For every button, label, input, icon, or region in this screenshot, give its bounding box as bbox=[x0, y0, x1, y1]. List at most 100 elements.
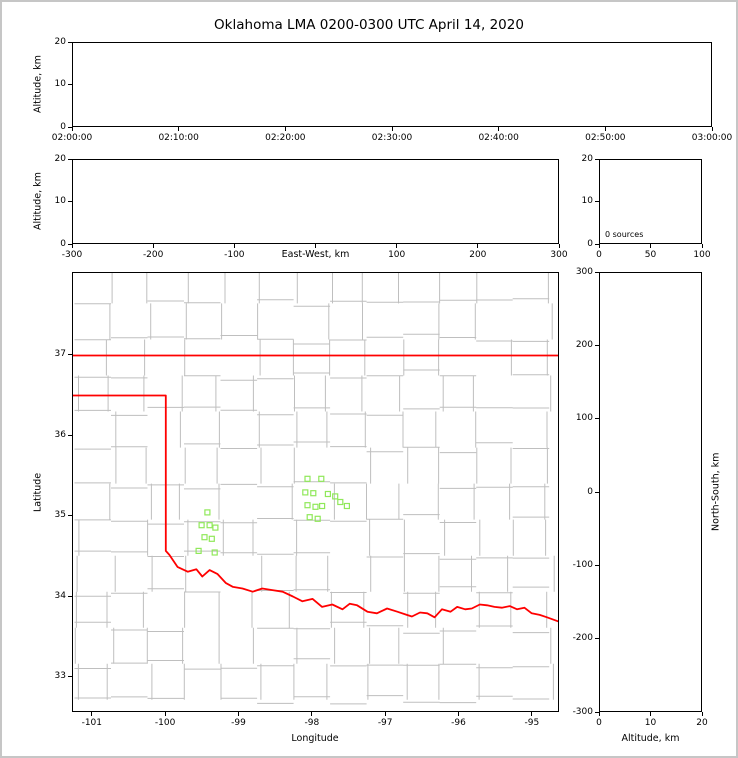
tick-mark bbox=[595, 638, 599, 640]
lma-station-marker bbox=[343, 502, 350, 510]
tick-label: -99 bbox=[231, 718, 246, 728]
lma-station-marker bbox=[201, 534, 208, 541]
figure-title: Oklahoma LMA 0200-0300 UTC April 14, 202… bbox=[214, 17, 524, 33]
tick-label: 300 bbox=[550, 250, 568, 260]
tick-label: -300 bbox=[572, 706, 593, 717]
tick-mark bbox=[650, 244, 651, 248]
plan-view-map-panel bbox=[72, 272, 559, 712]
tick-label: -300 bbox=[61, 250, 83, 260]
state-border-line bbox=[73, 394, 558, 623]
tick-label: 02:00:00 bbox=[51, 133, 93, 143]
tick-mark bbox=[68, 354, 72, 356]
tick-mark bbox=[68, 515, 72, 517]
tick-label: -101 bbox=[81, 718, 103, 728]
tick-label: 100 bbox=[388, 250, 406, 260]
lma-station-marker bbox=[195, 547, 202, 554]
tick-label: 20 bbox=[54, 153, 66, 164]
tick-mark bbox=[68, 41, 72, 43]
altitude-histogram-panel: 0 sources bbox=[599, 159, 702, 244]
north-south-ylabel: North-South, km bbox=[710, 452, 722, 532]
tick-label: -200 bbox=[142, 250, 164, 260]
tick-label: 03:00:00 bbox=[691, 133, 733, 143]
tick-mark bbox=[68, 595, 72, 597]
tick-label: 34 bbox=[54, 590, 66, 601]
lma-station-marker bbox=[306, 514, 313, 521]
lma-station-marker bbox=[304, 502, 311, 509]
lma-station-marker bbox=[332, 493, 339, 500]
tick-label: 200 bbox=[469, 250, 487, 260]
tick-label: -95 bbox=[524, 718, 540, 728]
tick-mark bbox=[598, 712, 600, 716]
tick-mark bbox=[315, 244, 316, 248]
tick-mark bbox=[391, 127, 393, 131]
map-xlabel: Longitude bbox=[291, 733, 339, 744]
tick-mark bbox=[68, 84, 72, 85]
tick-mark bbox=[68, 434, 72, 436]
tick-mark bbox=[68, 676, 72, 678]
tick-mark bbox=[71, 244, 73, 248]
lma-station-marker bbox=[312, 503, 319, 510]
tick-mark bbox=[233, 244, 235, 248]
lma-station-marker bbox=[206, 522, 213, 529]
tick-mark bbox=[595, 243, 599, 245]
tick-mark bbox=[384, 712, 386, 716]
tick-label: 02:20:00 bbox=[265, 133, 306, 143]
tick-label: 100 bbox=[693, 250, 711, 260]
tick-label: 0 bbox=[587, 238, 593, 249]
lma-station-marker bbox=[310, 490, 317, 497]
tick-mark bbox=[595, 201, 599, 202]
tick-mark bbox=[164, 712, 166, 716]
tick-label: 200 bbox=[575, 339, 593, 350]
lma-station-marker bbox=[204, 509, 211, 516]
sources-count-annotation: 0 sources bbox=[605, 230, 644, 239]
tick-label: 0 bbox=[60, 121, 66, 132]
tick-label: 10 bbox=[54, 196, 66, 206]
tick-mark bbox=[68, 126, 72, 128]
tick-label: 02:30:00 bbox=[371, 133, 413, 143]
lma-station-marker bbox=[324, 490, 331, 498]
county-boundary-lines bbox=[74, 273, 555, 705]
lma-station-marker bbox=[337, 498, 344, 506]
lma-station-marker bbox=[302, 489, 309, 496]
tick-mark bbox=[650, 712, 651, 716]
tick-label: 10 bbox=[644, 718, 657, 728]
lma-station-marker bbox=[208, 535, 215, 542]
north-south-height-panel bbox=[599, 272, 702, 712]
tick-label: -100 bbox=[224, 250, 245, 260]
lma-station-marker bbox=[211, 549, 218, 556]
tick-mark bbox=[701, 712, 703, 716]
oklahoma-map-canvas bbox=[73, 273, 558, 705]
tick-mark bbox=[701, 244, 703, 248]
tick-mark bbox=[595, 711, 599, 713]
tick-mark bbox=[68, 201, 72, 202]
tick-label: 0 bbox=[60, 238, 66, 249]
tick-label: 35 bbox=[54, 510, 66, 521]
tick-mark bbox=[595, 564, 599, 566]
tick-mark bbox=[595, 158, 599, 160]
tick-label: -100 bbox=[154, 718, 176, 728]
tick-label: 20 bbox=[696, 718, 708, 728]
tick-label: 0 bbox=[587, 486, 593, 497]
tick-mark bbox=[91, 712, 93, 716]
tick-mark bbox=[604, 127, 606, 131]
tick-mark bbox=[311, 712, 313, 716]
tick-label: 02:10:00 bbox=[158, 133, 199, 143]
lma-station-marker bbox=[212, 524, 219, 531]
tick-label: -97 bbox=[377, 718, 393, 728]
tick-label: 0 bbox=[596, 250, 602, 260]
lma-station-marker bbox=[304, 475, 311, 482]
tick-mark bbox=[237, 712, 239, 716]
tick-label: -200 bbox=[572, 633, 593, 644]
tick-mark bbox=[396, 244, 398, 248]
tick-mark bbox=[598, 244, 600, 248]
tick-mark bbox=[71, 127, 73, 131]
lma-station-marker bbox=[314, 515, 321, 522]
east-west-xlabel: East-West, km bbox=[281, 249, 350, 260]
tick-mark bbox=[68, 243, 72, 245]
tick-label: 300 bbox=[575, 266, 593, 277]
tick-mark bbox=[595, 491, 599, 493]
tick-label: 100 bbox=[575, 413, 593, 424]
tick-label: 02:50:00 bbox=[585, 133, 626, 143]
lma-station-marker bbox=[198, 522, 205, 529]
